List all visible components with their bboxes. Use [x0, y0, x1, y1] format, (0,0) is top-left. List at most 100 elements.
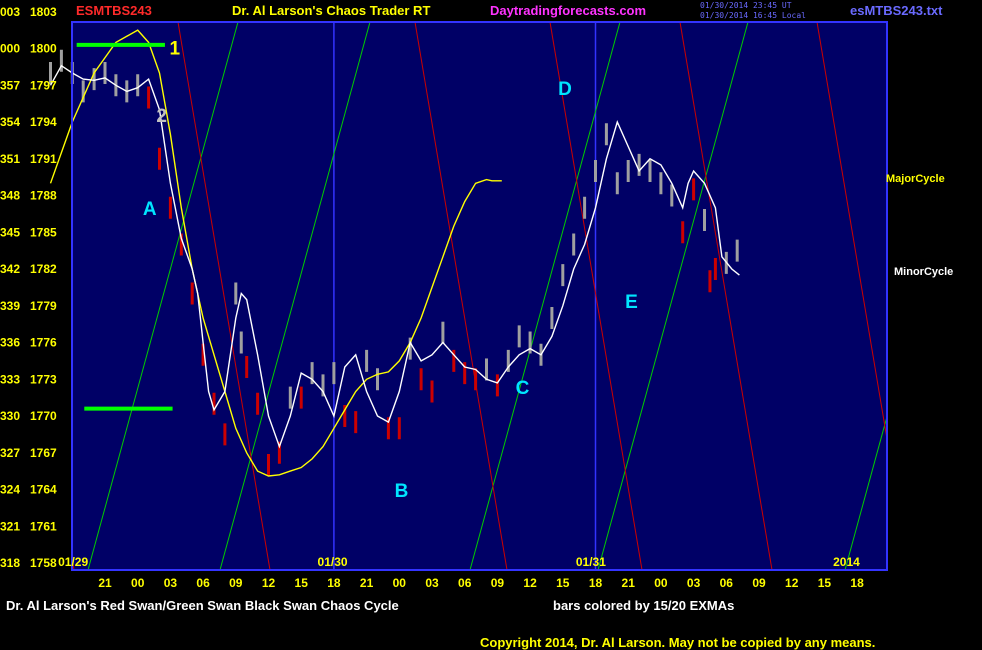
- green-swan-line-3: [597, 22, 749, 570]
- y-tick-right-7: 1779: [30, 299, 57, 313]
- y-axis-ticks: 318 1758 321 1761 324 1764 327 1767 330 1770 333 17…: [0, 5, 57, 570]
- plot-frame: [71, 21, 888, 571]
- wave-label-A: A: [143, 199, 157, 220]
- footer-description: Dr. Al Larson's Red Swan/Green Swan Blac…: [6, 598, 399, 613]
- y-tick-right-15: 1803: [30, 5, 57, 19]
- timestamp-local: 01/30/2014 16:45 Local: [700, 11, 806, 20]
- x-tick-21: 12: [785, 576, 799, 590]
- majorcycle-line: [49, 29, 502, 477]
- y-tick-left-5: 333: [0, 372, 20, 386]
- red-swan-line-3: [549, 22, 643, 570]
- x-tick-3: 06: [196, 576, 210, 590]
- site-link[interactable]: Daytradingforecasts.com: [490, 3, 647, 18]
- y-tick-left-7: 339: [0, 299, 20, 313]
- y-tick-right-11: 1791: [30, 152, 57, 166]
- chart-title: Dr. Al Larson's Chaos Trader RT: [232, 3, 431, 18]
- x-tick-10: 03: [425, 576, 439, 590]
- date-label-1: 01/30: [318, 555, 348, 569]
- y-tick-right-6: 1776: [30, 336, 57, 350]
- marker-lines: [76, 42, 173, 411]
- swan-cycle-lines: [72, 22, 887, 570]
- x-tick-7: 18: [327, 576, 341, 590]
- cycle-series: [49, 29, 740, 477]
- y-tick-left-2: 324: [0, 483, 20, 497]
- wave-label-1: 1: [169, 39, 180, 60]
- y-tick-right-14: 1800: [30, 42, 57, 56]
- minor-cycle-label: MinorCycle: [894, 266, 954, 278]
- wave-label-C: C: [516, 378, 530, 399]
- y-tick-right-5: 1773: [30, 372, 57, 386]
- x-tick-16: 21: [622, 576, 636, 590]
- x-tick-9: 00: [393, 576, 407, 590]
- y-tick-left-0: 318: [0, 556, 20, 570]
- y-tick-left-3: 327: [0, 446, 20, 460]
- y-tick-left-13: 357: [0, 78, 20, 92]
- red-swan-line-5: [816, 22, 887, 442]
- y-tick-left-1: 321: [0, 519, 20, 533]
- x-tick-12: 09: [491, 576, 505, 590]
- x-tick-4: 09: [229, 576, 243, 590]
- y-tick-right-4: 1770: [30, 409, 57, 423]
- y-tick-left-4: 330: [0, 409, 20, 423]
- x-tick-18: 03: [687, 576, 701, 590]
- x-tick-6: 15: [295, 576, 309, 590]
- plot-area: [72, 22, 887, 570]
- wave-label-E: E: [625, 292, 638, 313]
- x-tick-23: 18: [850, 576, 864, 590]
- wave-labels: 1 2 A B C D E: [143, 39, 638, 502]
- y-tick-right-13: 1797: [30, 78, 57, 92]
- y-tick-left-10: 348: [0, 189, 20, 203]
- date-label-3: 2014: [833, 555, 860, 569]
- wave-label-D: D: [558, 79, 572, 100]
- y-tick-right-10: 1788: [30, 189, 57, 203]
- green-swan-line-4: [844, 414, 887, 570]
- y-tick-left-6: 336: [0, 336, 20, 350]
- date-labels: 01/29 01/30 01/31 2014: [58, 555, 860, 569]
- minorcycle-line: [49, 64, 740, 449]
- green-swan-line-1: [219, 22, 371, 570]
- red-swan-line-1: [177, 22, 271, 570]
- y-tick-right-12: 1794: [30, 115, 57, 129]
- green-swan-line-2: [469, 22, 621, 570]
- y-tick-right-1: 1761: [30, 519, 57, 533]
- major-cycle-label: MajorCycle: [886, 173, 945, 185]
- wave-label-B: B: [395, 481, 409, 502]
- red-swan-line-2: [414, 22, 508, 570]
- y-tick-right-0: 1758: [30, 556, 57, 570]
- timestamp-ut: 01/30/2014 23:45 UT: [700, 1, 792, 10]
- x-tick-8: 21: [360, 576, 374, 590]
- y-tick-right-9: 1785: [30, 225, 57, 239]
- date-label-0: 01/29: [58, 555, 88, 569]
- x-tick-22: 15: [818, 576, 832, 590]
- y-tick-right-3: 1767: [30, 446, 57, 460]
- x-tick-13: 12: [523, 576, 537, 590]
- y-tick-right-8: 1782: [30, 262, 57, 276]
- x-tick-14: 15: [556, 576, 570, 590]
- swan-lines: [72, 22, 887, 570]
- x-tick-19: 06: [720, 576, 734, 590]
- x-tick-20: 09: [752, 576, 766, 590]
- date-label-2: 01/31: [576, 555, 606, 569]
- symbol-label: ESMTBS243: [76, 3, 152, 18]
- y-tick-left-12: 354: [0, 115, 20, 129]
- red-swan-line-4: [679, 22, 773, 570]
- footer-bar-coloring: bars colored by 15/20 EXMAs: [553, 598, 735, 613]
- y-tick-left-9: 345: [0, 225, 20, 239]
- y-tick-right-2: 1764: [30, 483, 57, 497]
- data-file-label: esMTBS243.txt: [850, 3, 943, 18]
- x-tick-2: 03: [164, 576, 178, 590]
- green-swan-line-0: [87, 22, 239, 570]
- x-tick-0: 21: [98, 576, 112, 590]
- wave-label-2: 2: [156, 106, 167, 127]
- footer-copyright: Copyright 2014, Dr. Al Larson. May not b…: [480, 635, 876, 650]
- y-tick-left-8: 342: [0, 262, 20, 276]
- x-tick-17: 00: [654, 576, 668, 590]
- x-tick-15: 18: [589, 576, 603, 590]
- x-axis-ticks: 21 00 03 06 09 12 15 18 21 00 03 06 09 12 15 18 21 00 03 06…: [98, 576, 864, 590]
- x-tick-11: 06: [458, 576, 472, 590]
- x-tick-1: 00: [131, 576, 145, 590]
- y-tick-left-14: 000: [0, 42, 20, 56]
- y-tick-left-11: 351: [0, 152, 20, 166]
- x-tick-5: 12: [262, 576, 276, 590]
